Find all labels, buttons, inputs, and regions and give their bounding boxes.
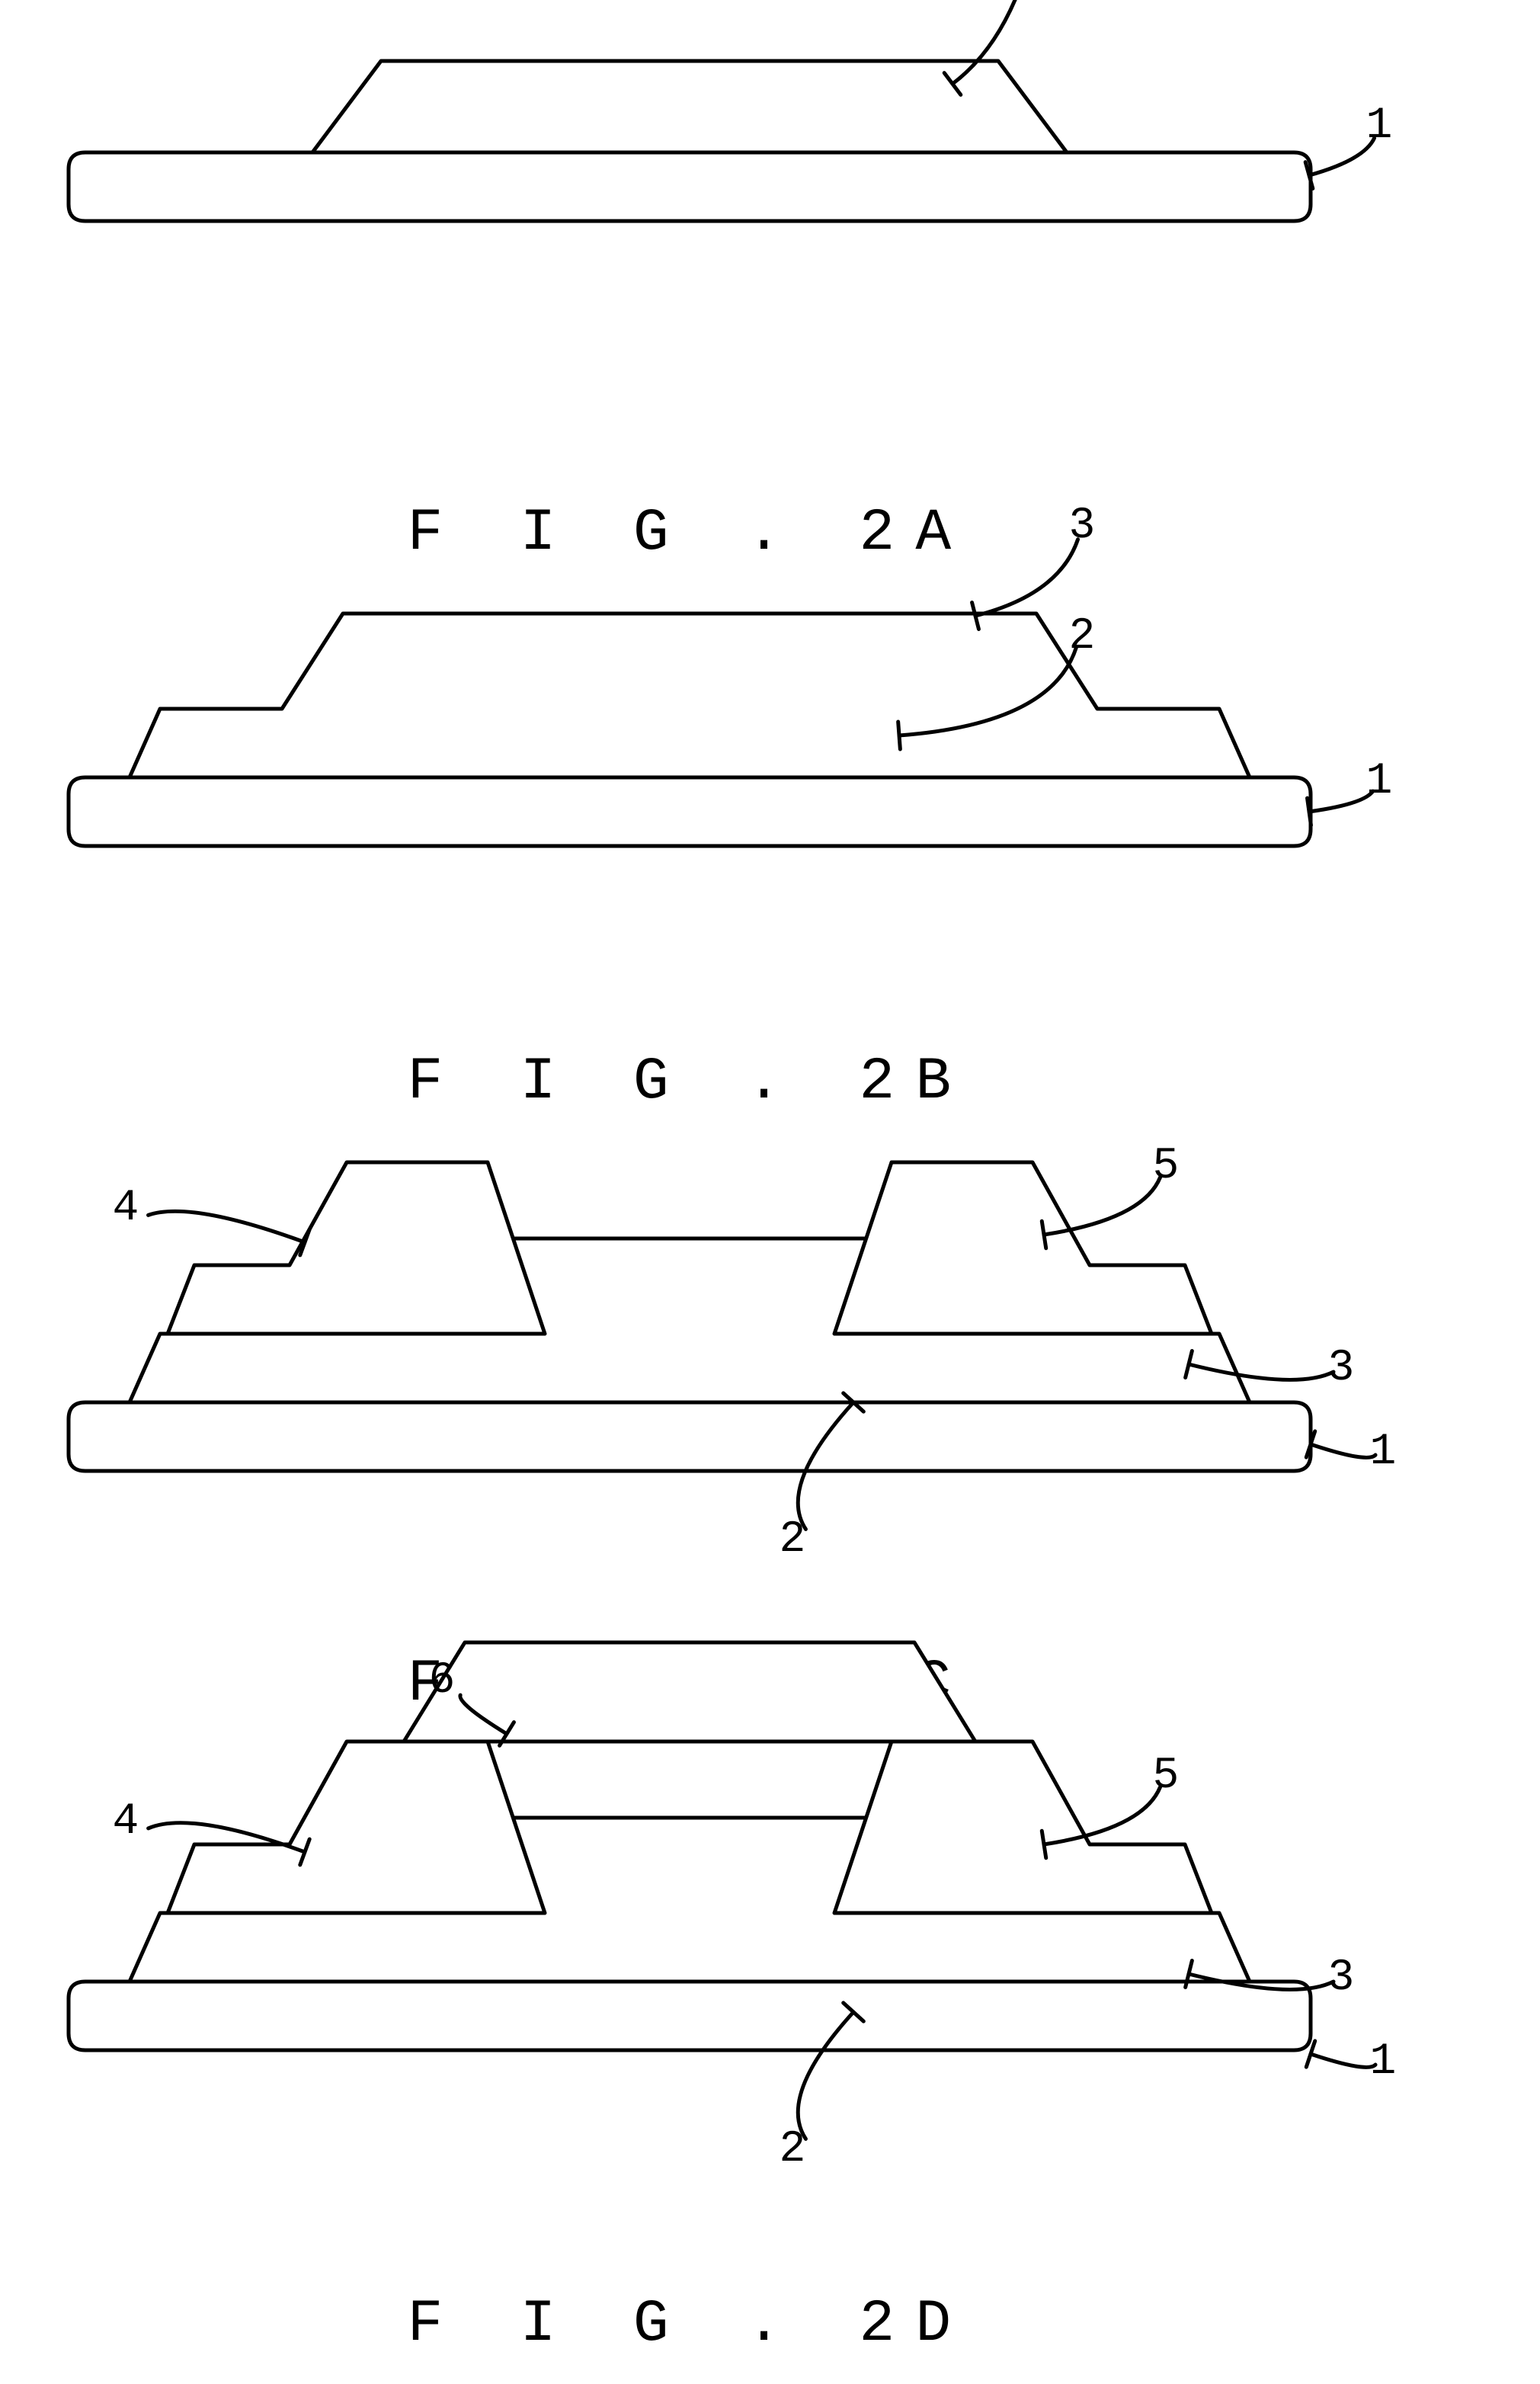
layer-channel_top	[404, 1642, 975, 1742]
layer-sd_left	[168, 1162, 545, 1334]
panel-fig-2d: 6 4 5 3 2 1 F I G . 2D	[69, 1642, 1412, 2358]
callout-label-1: 1	[1369, 2037, 1411, 2087]
callout-label-4: 4	[112, 1797, 154, 1847]
callout-label-6: 6	[428, 1656, 470, 1706]
layer-substrate	[69, 1982, 1311, 2050]
layer-substrate	[69, 1402, 1311, 1471]
callout-label-1: 1	[1366, 101, 1407, 151]
callout-label-1: 1	[1366, 757, 1407, 806]
layer-substrate	[69, 152, 1311, 221]
panel-fig-2c: 45321F I G . 2C	[69, 1142, 1412, 1718]
callout-label-4: 4	[112, 1184, 154, 1233]
callout-label-2: 2	[1068, 612, 1110, 662]
callout-label-2: 2	[779, 1515, 821, 1565]
callout-label-5: 5	[1152, 1142, 1194, 1191]
caption-fig-2b: F I G . 2B	[407, 1049, 972, 1116]
layer-substrate	[69, 777, 1311, 846]
callout-label-1: 1	[1369, 1428, 1411, 1477]
panel-fig-2a: 21F I G . 2A	[69, 0, 1408, 567]
callout-label-3: 3	[1327, 1344, 1369, 1393]
layer-gate	[312, 61, 1067, 152]
callout-label-3: 3	[1068, 501, 1110, 551]
callout-label-5: 5	[1152, 1751, 1194, 1801]
panel-fig-2b: 3 2 1 F I G . 2B	[69, 501, 1408, 1116]
callout-label-3: 3	[1327, 1953, 1369, 2003]
caption-fig-2d: F I G . 2D	[407, 2291, 972, 2358]
caption-fig-2a: F I G . 2A	[407, 500, 972, 567]
callout-label-2: 2	[779, 2125, 821, 2174]
